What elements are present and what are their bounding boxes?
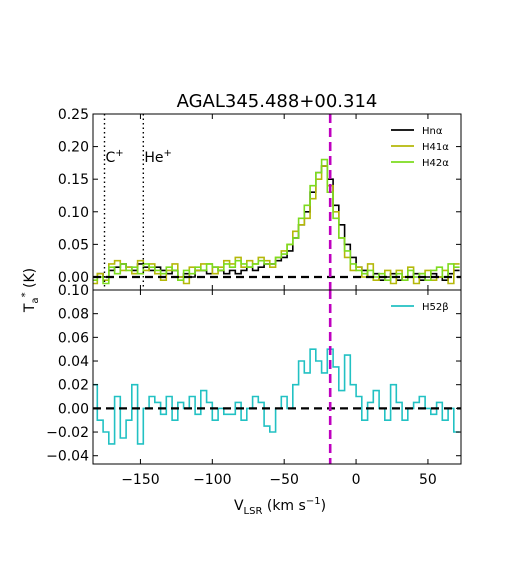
panel-top: C+ He+ 0.00 0.05 0.10 0.15 0.20 0.25 Hnα H41α H42α [58,107,462,291]
x-tick-label: 50 [419,472,437,488]
annotation-label-0: C+ [106,148,124,166]
x-tick-label: −100 [193,472,231,488]
y-tick-label: 0.15 [58,172,89,188]
y-tick-label: 0.06 [58,330,89,346]
chart-title: AGAL345.488+00.314 [177,91,378,112]
legend-label-top-1: H41α [422,142,449,153]
x-tick-label: −150 [121,472,159,488]
panels: C+ He+ 0.00 0.05 0.10 0.15 0.20 0.25 Hnα H41α H42α… [46,107,462,488]
annotation-label-1: He+ [144,148,172,166]
y-tick-label: 0.02 [58,378,89,394]
legend-label-top-0: Hnα [422,126,443,137]
y-tick-label: 0.20 [58,140,89,156]
x-tick-label: −50 [269,472,299,488]
series-line-top-1 [93,165,460,285]
x-axis-label: VLSR (km s−1) [234,496,326,517]
y-tick-label: 0.00 [58,401,89,417]
panel-frame [92,289,462,465]
y-tick-label: 0.08 [58,307,89,323]
y-tick-label: 0.00 [58,270,89,286]
y-tick-label: 0.05 [58,237,89,253]
y-axis-label: Ta* (K) [20,268,41,313]
x-tick-label: 0 [352,472,361,488]
legend-label-bottom-0: H52β [422,302,449,313]
panel-bottom: −0.04 −0.02 0.00 0.02 0.04 0.06 0.08 0.10 −150 −1… [46,283,462,488]
y-tick-label: 0.25 [58,107,89,123]
legend-label-top-2: H42α [422,158,449,169]
y-tick-label: 0.04 [58,354,89,370]
series-line-bottom-0 [93,348,460,445]
y-tick-label: −0.04 [46,449,89,465]
series-line-top-2 [93,158,460,285]
series-group [93,348,460,445]
y-tick-label: 0.10 [58,283,89,299]
y-tick-label: 0.10 [58,205,89,221]
y-tick-label: −0.02 [46,425,89,441]
series-group [93,158,460,285]
